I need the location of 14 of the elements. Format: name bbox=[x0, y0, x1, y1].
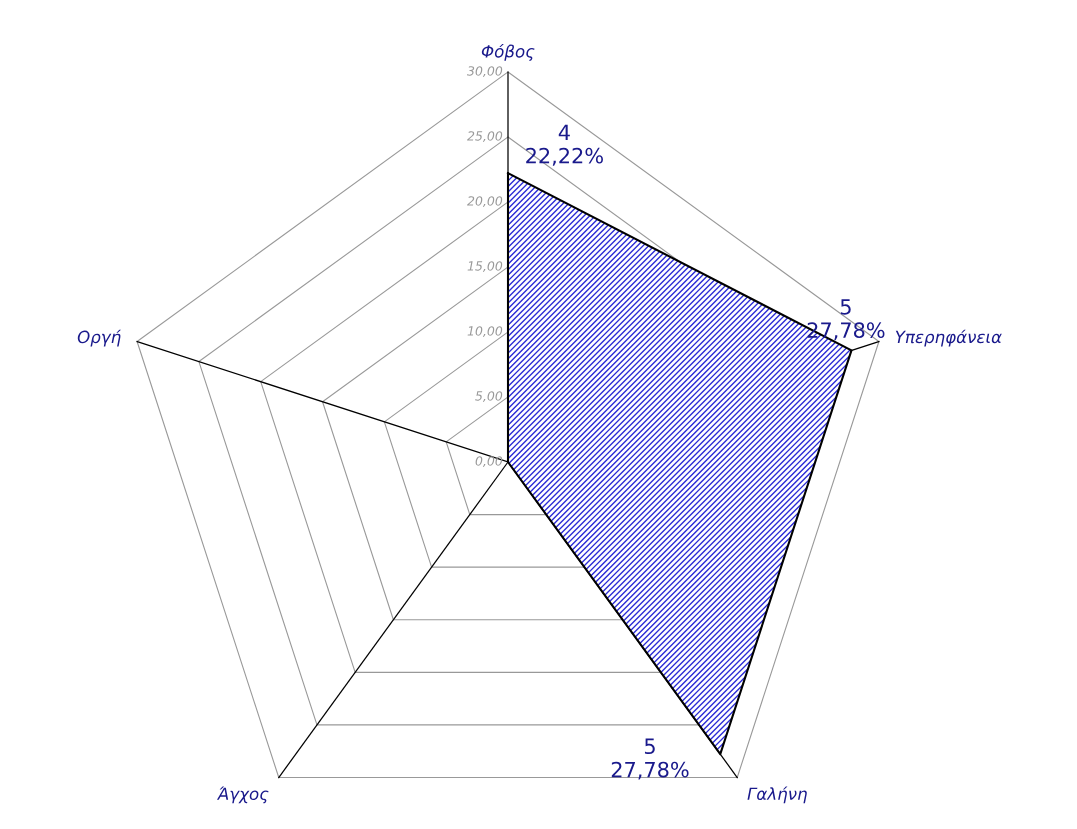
spoke-label: Υπερηφάνεια bbox=[895, 329, 1002, 347]
data-label: 4 22,22% bbox=[526, 124, 603, 166]
spoke-label: Γαλήνη bbox=[747, 786, 807, 804]
data-label: 5 27,78% bbox=[611, 738, 689, 780]
y-tick-label: 5,00 bbox=[475, 391, 503, 402]
y-tick-label: 0,00 bbox=[475, 456, 503, 467]
y-tick-label: 30,00 bbox=[467, 66, 503, 77]
spoke-label: Φόβος bbox=[481, 44, 535, 61]
y-tick-label: 10,00 bbox=[467, 326, 503, 337]
spoke-label: Άγχος bbox=[216, 786, 269, 804]
y-tick-label: 15,00 bbox=[467, 261, 503, 272]
y-tick-label: 20,00 bbox=[467, 196, 503, 207]
spoke-label: Οργή bbox=[77, 329, 121, 347]
y-tick-label: 25,00 bbox=[467, 131, 503, 142]
